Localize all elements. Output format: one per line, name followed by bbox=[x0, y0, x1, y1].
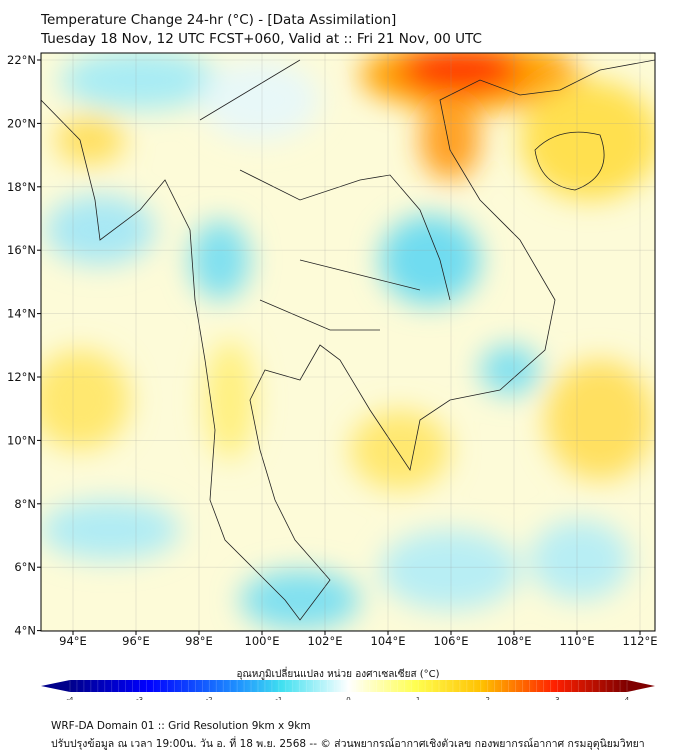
model-info: WRF-DA Domain 01 :: Grid Resolution 9km … bbox=[51, 720, 311, 732]
colorbar-tick-label: -1 bbox=[275, 696, 282, 700]
colorbar-tick-label: 4 bbox=[625, 696, 630, 700]
colorbar-max-arrow bbox=[627, 680, 655, 692]
map-title: Temperature Change 24-hr (°C) - [Data As… bbox=[41, 12, 397, 28]
lon-label: 112°E bbox=[623, 634, 658, 648]
lon-label: 98°E bbox=[185, 634, 213, 648]
lon-label: 102°E bbox=[308, 634, 343, 648]
lon-label: 108°E bbox=[497, 634, 532, 648]
colorbar-tick-label: 1 bbox=[416, 696, 420, 700]
lat-label: 4°N bbox=[14, 624, 36, 638]
map-subtitle: Tuesday 18 Nov, 12 UTC FCST+060, Valid a… bbox=[41, 31, 482, 47]
colorbar-tick-label: 3 bbox=[555, 696, 559, 700]
longitude-axis: 94°E 96°E 98°E 100°E 102°E 104°E 106°E 108°E 110… bbox=[59, 631, 657, 648]
temperature-field bbox=[41, 53, 655, 631]
lat-label: 14°N bbox=[7, 307, 36, 321]
colorbar-tick-label: -2 bbox=[206, 696, 213, 700]
lat-label: 22°N bbox=[7, 53, 36, 67]
lon-label: 106°E bbox=[434, 634, 469, 648]
colorbar-tick-label: 2 bbox=[486, 696, 490, 700]
map-frame bbox=[40, 52, 656, 632]
colorbar-label: อุณหภูมิเปลี่ยนแปลง หน่วย องศาเซลเซียส (… bbox=[236, 669, 440, 680]
lon-label: 94°E bbox=[59, 634, 87, 648]
coastline bbox=[41, 59, 655, 621]
lon-label: 100°E bbox=[245, 634, 280, 648]
lat-label: 10°N bbox=[7, 433, 36, 447]
colorbar-tick-label: -4 bbox=[67, 696, 75, 700]
lat-label: 12°N bbox=[7, 370, 36, 384]
colorbar-min-arrow bbox=[41, 680, 70, 692]
lon-label: 96°E bbox=[122, 634, 150, 648]
lon-label: 104°E bbox=[371, 634, 406, 648]
lon-label: 110°E bbox=[560, 634, 595, 648]
temperature-map: 22°N 20°N 18°N 16°N 14°N 12°N 10°N 8°N 6°N 4°N 94… bbox=[7, 52, 657, 700]
colorbar-gradient bbox=[70, 680, 627, 692]
colorbar: -4 -3 -2 -1 0 1 2 3 4 bbox=[41, 680, 655, 700]
lat-label: 18°N bbox=[7, 180, 36, 194]
latitude-axis: 22°N 20°N 18°N 16°N 14°N 12°N 10°N 8°N 6°N 4°N bbox=[7, 53, 41, 638]
colorbar-tick-label: -3 bbox=[136, 696, 143, 700]
lat-label: 20°N bbox=[7, 116, 36, 130]
update-info: ปรับปรุงข้อมูล ณ เวลา 19:00น. วัน อ. ที่… bbox=[51, 738, 645, 750]
lat-label: 8°N bbox=[14, 497, 36, 511]
colorbar-tick-label: 0 bbox=[346, 696, 350, 700]
lat-label: 6°N bbox=[14, 560, 36, 574]
lat-label: 16°N bbox=[7, 243, 36, 257]
